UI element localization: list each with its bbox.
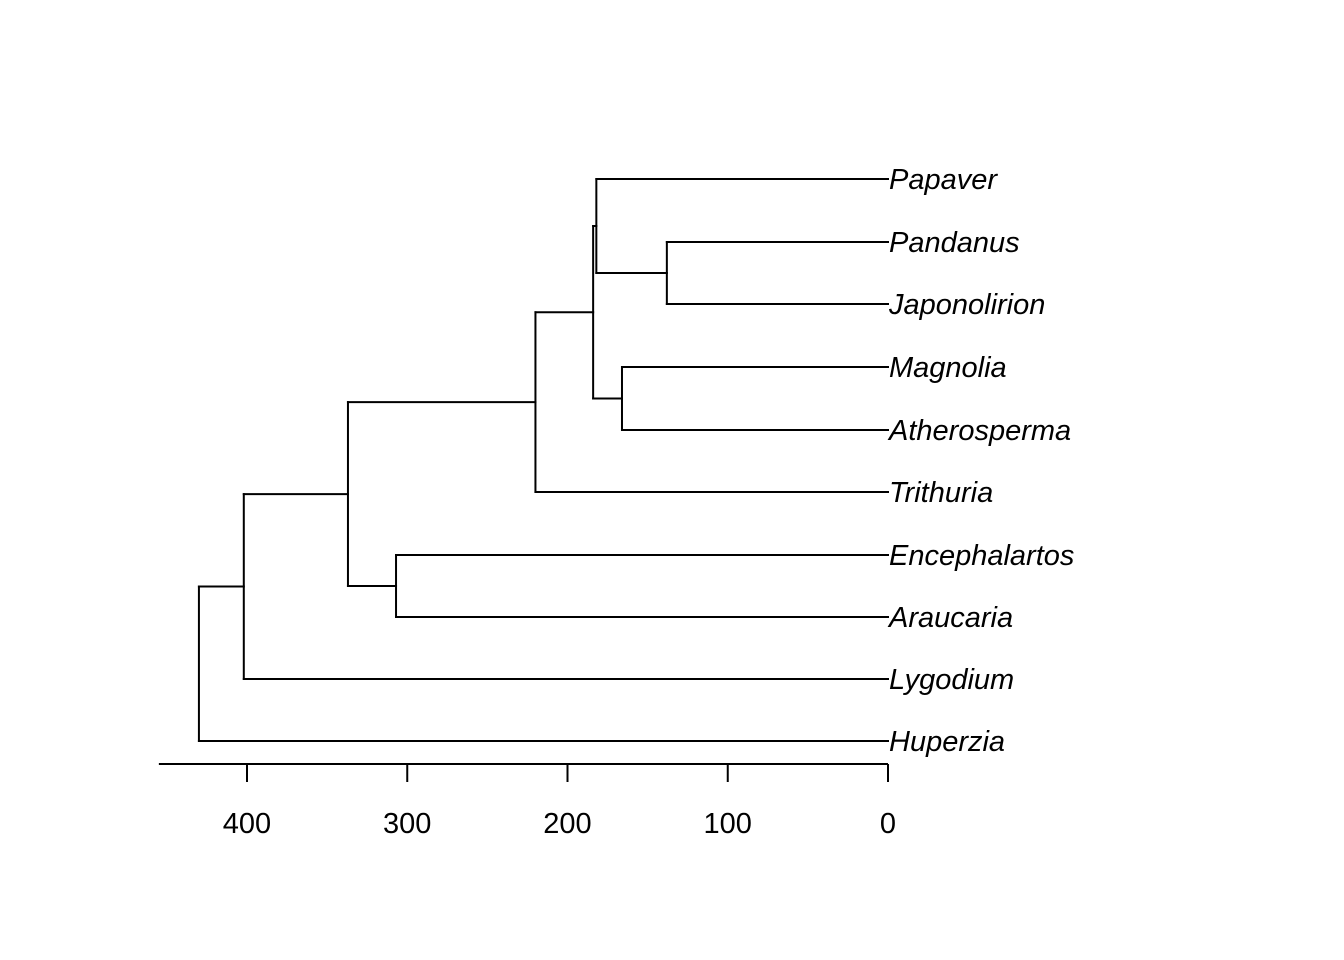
tip-label-atherosperma: Atherosperma xyxy=(887,415,1071,447)
tip-label-araucaria: Araucaria xyxy=(887,602,1013,634)
axis-tick-label-400: 400 xyxy=(223,808,271,840)
tip-label-trithuria: Trithuria xyxy=(889,477,993,509)
tip-label-magnolia: Magnolia xyxy=(889,352,1007,384)
tip-label-japonolirion: Japonolirion xyxy=(888,289,1045,321)
axis-tick-label-300: 300 xyxy=(383,808,431,840)
tip-label-papaver: Papaver xyxy=(889,164,998,196)
tip-label-huperzia: Huperzia xyxy=(889,726,1005,758)
tree-branches xyxy=(197,178,889,742)
tip-label-pandanus: Pandanus xyxy=(889,227,1020,259)
time-axis: 400 300 200 100 0 xyxy=(158,763,896,840)
axis-tick-label-0: 0 xyxy=(880,808,896,840)
tip-labels: Papaver Pandanus Japonolirion Magnolia Ather… xyxy=(887,164,1074,758)
tip-label-lygodium: Lygodium xyxy=(889,664,1014,696)
tip-label-encephalartos: Encephalartos xyxy=(889,540,1074,572)
axis-tick-label-200: 200 xyxy=(543,808,591,840)
axis-tick-label-100: 100 xyxy=(704,808,752,840)
